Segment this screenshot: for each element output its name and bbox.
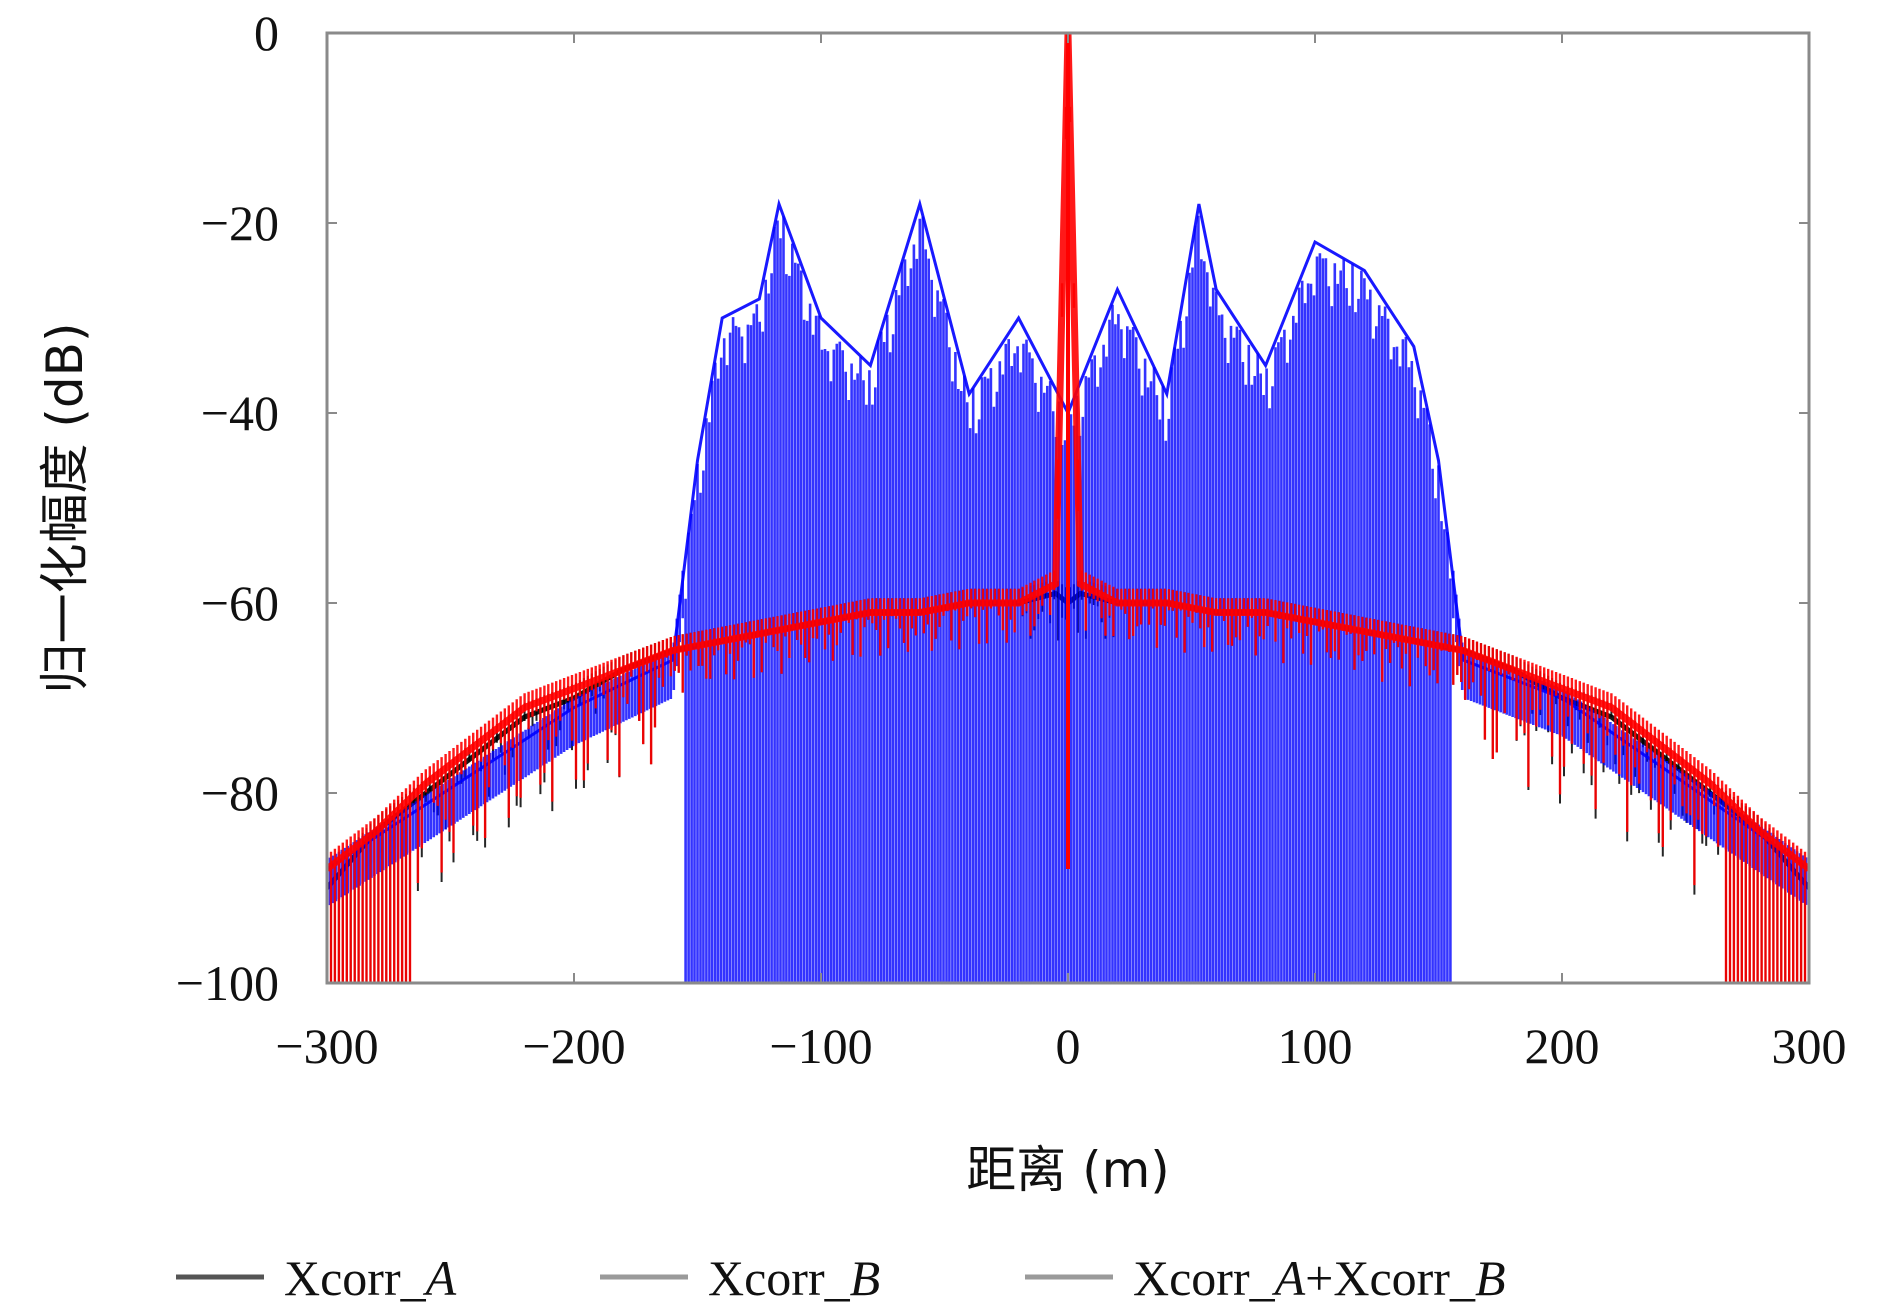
y-tick-label: −40 [201, 385, 279, 441]
legend-item: Xcorr_A [176, 1250, 457, 1306]
plot-series-group [327, 33, 1809, 983]
legend-item: Xcorr_B [600, 1250, 880, 1306]
axis-ticks [326, 32, 1810, 984]
x-tick-label: −200 [522, 1018, 625, 1074]
x-tick-label: −100 [769, 1018, 872, 1074]
axis-tick-labels: −300 −200 −100 0 100 200 300 0 −20 −40 −60 −80 −100 [176, 5, 1847, 1074]
y-tick-label: −60 [201, 575, 279, 631]
legend-label: Xcorr_B [708, 1250, 880, 1306]
x-tick-label: 200 [1525, 1018, 1600, 1074]
y-tick-label: −20 [201, 195, 279, 251]
legend: Xcorr_A Xcorr_B Xcorr_A+Xcorr_B [176, 1250, 1506, 1306]
y-axis-label: 归一化幅度 (dB) [36, 323, 94, 694]
x-tick-label: 0 [1056, 1018, 1081, 1074]
y-tick-label: 0 [254, 5, 279, 61]
y-tick-label: −100 [176, 955, 279, 1011]
x-tick-label: 100 [1278, 1018, 1353, 1074]
x-axis-label: 距离 (m) [966, 1141, 1170, 1199]
y-tick-label: −80 [201, 765, 279, 821]
legend-item: Xcorr_A+Xcorr_B [1025, 1250, 1506, 1306]
series-envelope-xcorr-a-xcorr-b [327, 33, 1809, 872]
x-tick-label: −300 [275, 1018, 378, 1074]
legend-label: Xcorr_A+Xcorr_B [1133, 1250, 1506, 1306]
x-tick-label: 300 [1772, 1018, 1847, 1074]
legend-label: Xcorr_A [284, 1250, 457, 1306]
